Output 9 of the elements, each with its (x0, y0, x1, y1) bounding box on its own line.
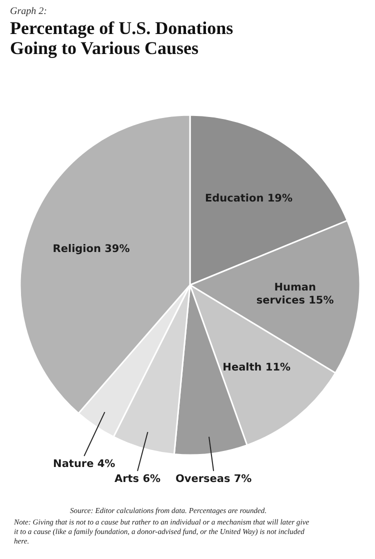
slice-label: Overseas 7% (175, 473, 252, 485)
slice-label: Health 11% (222, 362, 292, 374)
chart-subtitle: Graph 2: (10, 6, 47, 17)
slice-label: Nature 4% (53, 458, 116, 470)
slice-label: Arts 6% (114, 473, 162, 485)
slice-label: Education 19% (204, 192, 293, 204)
slice-label: Human services 15% (256, 282, 334, 307)
chart-title: Percentage of U.S. Donations Going to Various Causes (10, 18, 234, 58)
slice-label: Religion 39% (52, 243, 130, 256)
